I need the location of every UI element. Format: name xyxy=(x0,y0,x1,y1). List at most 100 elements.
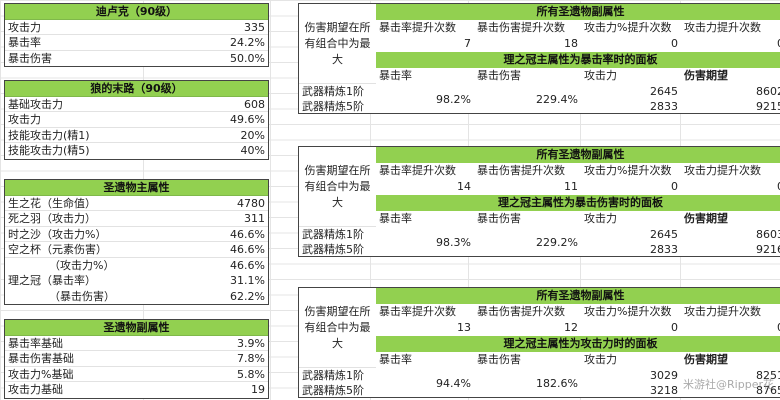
sub-value[interactable]: 11 xyxy=(564,180,578,193)
sub-value[interactable]: 0 xyxy=(681,36,780,52)
table-header: 狼的末路（90级） xyxy=(5,81,268,97)
sub-value[interactable]: 18 xyxy=(564,37,578,50)
row-value: 20% xyxy=(240,128,265,142)
sub-value[interactable]: 0 xyxy=(671,180,678,193)
table-row[interactable]: 空之杯（元素伤害） 46.6% xyxy=(5,242,268,258)
table-row[interactable]: 基础攻击力 608 xyxy=(5,97,268,112)
table-row[interactable]: 暴击伤害基础 7.8% xyxy=(5,351,268,367)
dmg-r1-value[interactable]: 8251 xyxy=(756,369,780,382)
divider xyxy=(299,83,376,84)
crit-dmg-value[interactable]: 229.2% xyxy=(536,236,578,249)
panel-title: 理之冠主属性为暴击伤害时的面板 xyxy=(376,195,780,211)
side-label-text: 伤害期望在所有组合中为最大 xyxy=(304,20,371,66)
table-row[interactable]: 攻击力 49.6% xyxy=(5,112,268,128)
table-row[interactable]: 时之沙（攻击力%） 46.6% xyxy=(5,227,268,242)
side-label: 伤害期望在所有组合中为最大 xyxy=(299,4,376,83)
atk-r1-value[interactable]: 2645 xyxy=(650,228,678,241)
sub-title: 所有圣遗物副属性 xyxy=(376,147,780,163)
result-panel-crit-dmg: 伤害期望在所有组合中为最大 所有圣遗物副属性 暴击率提升次数 暴击伤害提升次数 … xyxy=(298,146,780,257)
row-value: 46.6% xyxy=(230,243,265,256)
refine1-label: 武器精炼1阶 xyxy=(302,369,364,382)
grid-col-line xyxy=(270,0,271,400)
panel-header: 攻击力 xyxy=(584,69,617,82)
crit-rate-value[interactable]: 98.3% xyxy=(436,236,471,249)
divider xyxy=(299,226,376,227)
refine1-label: 武器精炼1阶 xyxy=(302,85,364,98)
dmg-r5-value[interactable]: 9216 xyxy=(756,243,780,256)
dmg-r5-value[interactable]: 8765 xyxy=(756,384,780,397)
sub-value[interactable]: 0 xyxy=(681,320,780,336)
row-label: 基础攻击力 xyxy=(8,97,63,111)
row-label: 暴击率基础 xyxy=(8,336,63,350)
table-row[interactable]: 死之羽（攻击力） 311 xyxy=(5,211,268,227)
table-row[interactable]: 攻击力%基础 5.8% xyxy=(5,367,268,382)
table-row[interactable]: 技能攻击力(精1) 20% xyxy=(5,128,268,143)
sub-header: 暴击伤害提升次数 xyxy=(477,21,565,34)
table-header: 迪卢克（90级） xyxy=(5,4,268,20)
panel-header: 暴击率 xyxy=(379,353,412,366)
table-row[interactable]: （暴击伤害） 62.2% xyxy=(5,289,268,305)
crit-rate-value[interactable]: 98.2% xyxy=(436,93,471,106)
sub-header: 攻击力%提升次数 xyxy=(584,164,672,177)
sub-header: 暴击伤害提升次数 xyxy=(477,305,565,318)
table-row[interactable]: （攻击力%） 46.6% xyxy=(5,258,268,274)
row-label: 攻击力 xyxy=(8,20,41,34)
atk-r1-value[interactable]: 3029 xyxy=(650,369,678,382)
atk-r5-value[interactable]: 2833 xyxy=(650,100,678,113)
dmg-r1-value[interactable]: 8603 xyxy=(756,228,780,241)
table-header: 圣遗物副属性 xyxy=(5,320,268,336)
sub-value[interactable]: 0 xyxy=(671,321,678,334)
panel-header: 暴击伤害 xyxy=(477,212,521,225)
sub-value[interactable]: 0 xyxy=(671,37,678,50)
sub-value[interactable]: 13 xyxy=(457,321,471,334)
table-row[interactable]: 暴击率 24.2% xyxy=(5,35,268,51)
sub-value[interactable]: 12 xyxy=(564,321,578,334)
atk-r5-value[interactable]: 3218 xyxy=(650,384,678,397)
sub-title: 所有圣遗物副属性 xyxy=(376,288,780,304)
table-row[interactable]: 技能攻击力(精5) 40% xyxy=(5,143,268,159)
table-row[interactable]: 理之冠（暴击率） 31.1% xyxy=(5,273,268,289)
table-row[interactable]: 暴击率基础 3.9% xyxy=(5,336,268,351)
table-header: 圣遗物主属性 xyxy=(5,180,268,196)
atk-r5-value[interactable]: 2833 xyxy=(650,243,678,256)
row-label: 暴击伤害基础 xyxy=(8,352,74,365)
row-value: 5.8% xyxy=(237,367,265,381)
sub-header: 暴击伤害提升次数 xyxy=(477,164,565,177)
sub-value[interactable]: 14 xyxy=(457,180,471,193)
panel-header: 伤害期望 xyxy=(684,212,728,225)
row-value: 7.8% xyxy=(237,352,265,365)
row-label: （攻击力%） xyxy=(49,258,115,272)
row-label: 理之冠（暴击率） xyxy=(8,274,96,287)
side-label-text: 伤害期望在所有组合中为最大 xyxy=(304,163,371,209)
artifact-sub-table: 圣遗物副属性 暴击率基础 3.9% 暴击伤害基础 7.8% 攻击力%基础 5.8% 攻… xyxy=(4,319,269,399)
sub-header: 攻击力%提升次数 xyxy=(584,305,672,318)
dmg-r1-value[interactable]: 8602 xyxy=(756,85,780,98)
refine5-label: 武器精炼5阶 xyxy=(302,243,364,256)
row-value: 311 xyxy=(244,212,265,225)
row-label: 技能攻击力(精1) xyxy=(8,128,90,142)
artifact-sub-title: 圣遗物副属性 xyxy=(103,321,170,334)
crit-rate-value[interactable]: 94.4% xyxy=(436,377,471,390)
table-row[interactable]: 生之花（生命值） 4780 xyxy=(5,196,268,211)
row-label: 攻击力%基础 xyxy=(8,367,74,381)
sub-value[interactable]: 7 xyxy=(464,37,471,50)
crit-dmg-value[interactable]: 182.6% xyxy=(536,377,578,390)
dmg-r5-value[interactable]: 9215 xyxy=(756,100,780,113)
panel-header: 攻击力 xyxy=(584,212,617,225)
sub-title: 所有圣遗物副属性 xyxy=(376,4,780,20)
panel-header: 伤害期望 xyxy=(684,353,728,366)
crit-dmg-value[interactable]: 229.4% xyxy=(536,93,578,106)
panel-header: 暴击伤害 xyxy=(477,353,521,366)
table-row[interactable]: 攻击力 335 xyxy=(5,20,268,35)
row-label: 暴击率 xyxy=(8,36,41,49)
row-label: 时之沙（攻击力%） xyxy=(8,227,107,241)
atk-r1-value[interactable]: 2645 xyxy=(650,85,678,98)
sub-header: 攻击力%提升次数 xyxy=(584,21,672,34)
artifact-main-table: 圣遗物主属性 生之花（生命值） 4780 死之羽（攻击力） 311 时之沙（攻击力%… xyxy=(4,179,269,305)
sub-value[interactable]: 0 xyxy=(681,179,780,195)
watermark: 米游社@Ripper花 xyxy=(683,378,774,391)
table-row[interactable]: 暴击伤害 50.0% xyxy=(5,51,268,67)
sub-header: 暴击率提升次数 xyxy=(379,164,456,177)
divider xyxy=(299,367,376,368)
table-row[interactable]: 攻击力基础 19 xyxy=(5,382,268,398)
